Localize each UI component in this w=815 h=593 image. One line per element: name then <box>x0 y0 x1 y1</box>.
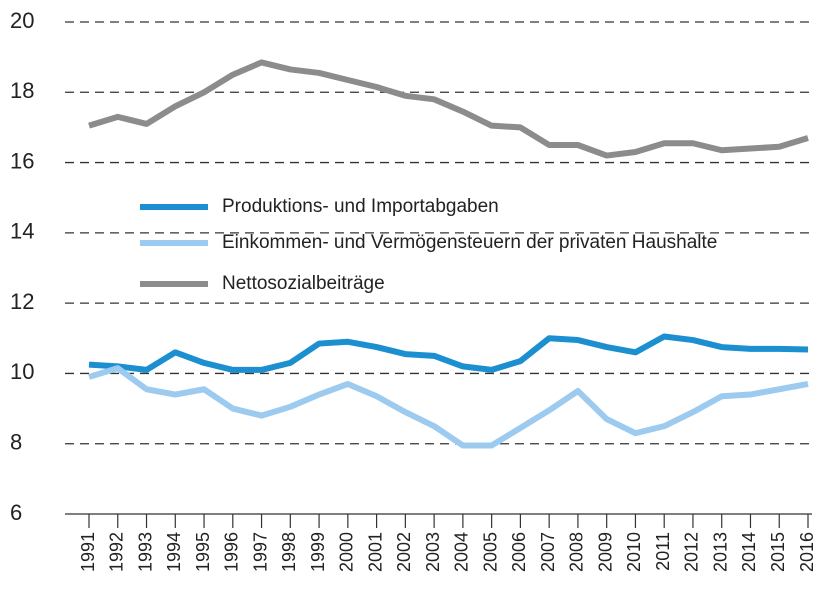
x-tick-label: 2002 <box>394 532 414 572</box>
x-tick-label: 2008 <box>567 532 587 572</box>
x-tick-label: 2014 <box>739 532 759 572</box>
y-tick-label: 12 <box>10 289 34 314</box>
x-tick-label: 1994 <box>164 532 184 572</box>
x-tick-label: 1998 <box>279 532 299 572</box>
legend-label: Produktions- und Importabgaben <box>222 196 499 217</box>
x-tick-label: 2004 <box>452 532 472 572</box>
x-tick-label: 1992 <box>107 532 127 572</box>
y-tick-label: 16 <box>10 148 34 173</box>
x-tick-label: 2009 <box>595 532 615 572</box>
series-line <box>88 333 809 373</box>
x-tick-label: 1995 <box>193 532 213 572</box>
y-tick-label: 10 <box>10 359 34 384</box>
x-tick-label: 2000 <box>337 532 357 572</box>
legend-label: Nettosozialbeiträge <box>222 273 385 294</box>
y-tick-label: 8 <box>10 430 22 455</box>
x-tick-label: 2016 <box>797 532 815 572</box>
series-line <box>88 365 809 449</box>
x-tick-label: 2013 <box>710 532 730 572</box>
x-tick-label: 2001 <box>365 532 385 572</box>
legend-label: Einkommen- und Vermögensteuern der priva… <box>222 232 717 253</box>
y-tick-label: 18 <box>10 78 34 103</box>
x-tick-label: 1996 <box>222 532 242 572</box>
x-tick-label: 2007 <box>538 532 558 572</box>
x-tick-label: 2003 <box>423 532 443 572</box>
series-line <box>88 59 809 159</box>
x-tick-label: 2012 <box>682 532 702 572</box>
x-tick-label: 2011 <box>653 532 673 571</box>
y-tick-label: 20 <box>10 8 34 33</box>
x-tick-label: 1991 <box>78 532 98 572</box>
x-tick-label: 1997 <box>250 532 270 572</box>
x-tick-label: 2006 <box>509 532 529 572</box>
x-tick-label: 1999 <box>308 532 328 572</box>
y-tick-label: 6 <box>10 500 22 525</box>
x-tick-label: 1993 <box>135 532 155 572</box>
x-tick-label: 2010 <box>624 532 644 572</box>
x-tick-label: 2015 <box>768 532 788 572</box>
y-tick-label: 14 <box>10 219 34 244</box>
x-tick-label: 2005 <box>480 532 500 572</box>
